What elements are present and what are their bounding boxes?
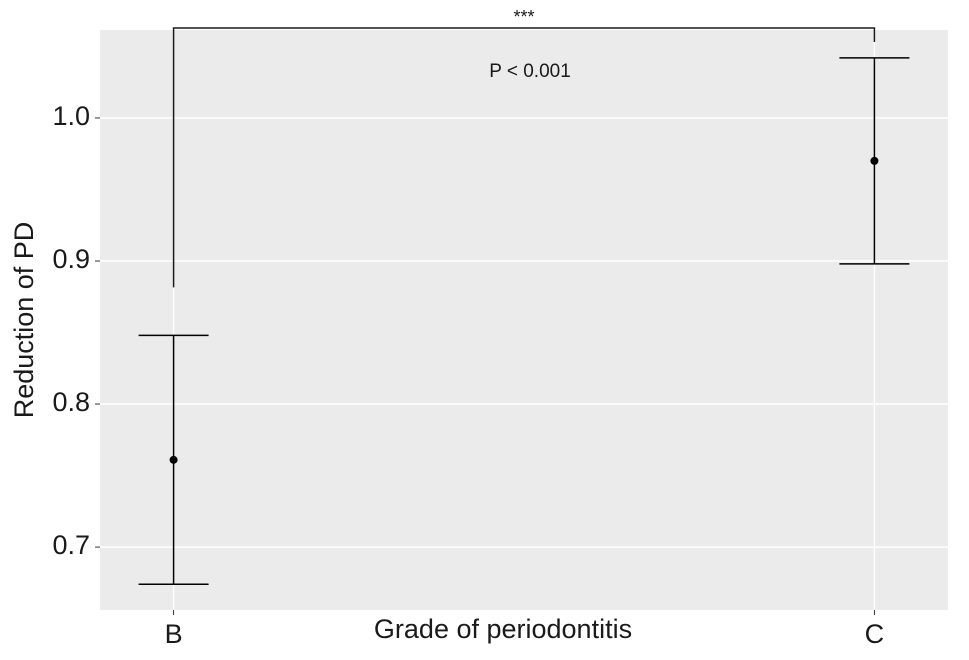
x-axis-label: Grade of periodontitis [374, 614, 632, 644]
panel [100, 30, 948, 610]
significance-bracket [172, 27, 876, 288]
x-tick-label: C [865, 619, 885, 649]
significance-stars: *** [513, 7, 534, 27]
mean-point [870, 156, 879, 165]
mean-point [169, 455, 178, 464]
p-value: P < 0.001 [489, 61, 571, 82]
y-tick-label: 0.7 [52, 530, 90, 560]
y-tick-label: 0.8 [52, 387, 90, 417]
y-axis-label: Reduction of PD [9, 222, 39, 419]
x-tick-label: B [165, 619, 183, 649]
y-tick-label: 1.0 [52, 101, 90, 131]
y-tick-label: 0.9 [52, 244, 90, 274]
